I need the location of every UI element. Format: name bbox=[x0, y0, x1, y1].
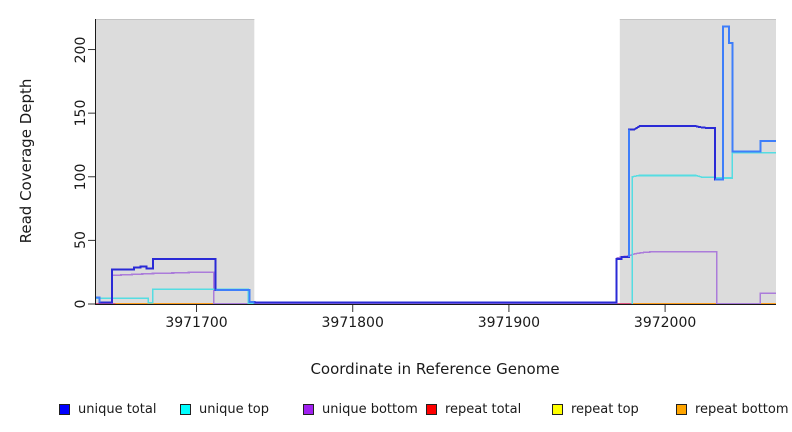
legend-label: unique total bbox=[78, 401, 157, 417]
y-tick-label: 150 bbox=[73, 99, 89, 127]
series-unique-top-right bbox=[631, 151, 776, 304]
x-tick-label: 3971700 bbox=[165, 315, 228, 331]
repeat-bottom-swatch-icon bbox=[676, 403, 687, 415]
legend-item-repeat-bottom: repeat bottom bbox=[676, 401, 789, 417]
unique-bottom-swatch-icon bbox=[303, 403, 314, 415]
legend-label: repeat total bbox=[445, 401, 522, 417]
y-tick-label: 200 bbox=[73, 36, 89, 63]
legend-label: repeat top bbox=[571, 401, 639, 417]
y-tick-label: 50 bbox=[73, 231, 89, 250]
legend-item-repeat-top: repeat top bbox=[552, 401, 639, 417]
x-axis-title: Coordinate in Reference Genome bbox=[310, 360, 560, 378]
legend-item-repeat-total: repeat total bbox=[426, 401, 521, 417]
unique-total-swatch-icon bbox=[59, 403, 70, 415]
legend-item-unique-total: unique total bbox=[59, 401, 156, 417]
series-unique-total-bright-d bbox=[715, 25, 776, 181]
y-tick-label: 0 bbox=[73, 299, 89, 309]
legend-label: unique bottom bbox=[322, 401, 418, 417]
repeat-total-swatch-icon bbox=[426, 403, 437, 415]
shaded-region bbox=[619, 19, 776, 304]
legend-label: unique top bbox=[199, 401, 270, 417]
series-unique-top bbox=[95, 288, 255, 305]
legend-item-unique-top: unique top bbox=[180, 401, 269, 417]
series-unique-total-bright-a bbox=[95, 296, 101, 303]
x-tick-label: 3972000 bbox=[633, 315, 697, 331]
y-tick-label: 100 bbox=[73, 163, 89, 191]
legend-item-unique-bottom: unique bottom bbox=[303, 401, 418, 417]
unique-top-swatch-icon bbox=[180, 403, 191, 415]
legend-label: repeat bottom bbox=[695, 401, 789, 417]
y-axis-title: Read Coverage Depth bbox=[17, 78, 35, 244]
repeat-top-swatch-icon bbox=[552, 403, 563, 415]
x-tick-label: 3971800 bbox=[321, 315, 384, 331]
shaded-region bbox=[95, 19, 255, 304]
series-unique-total-bright-b bbox=[215, 289, 255, 304]
x-tick-label: 3971900 bbox=[477, 315, 541, 331]
